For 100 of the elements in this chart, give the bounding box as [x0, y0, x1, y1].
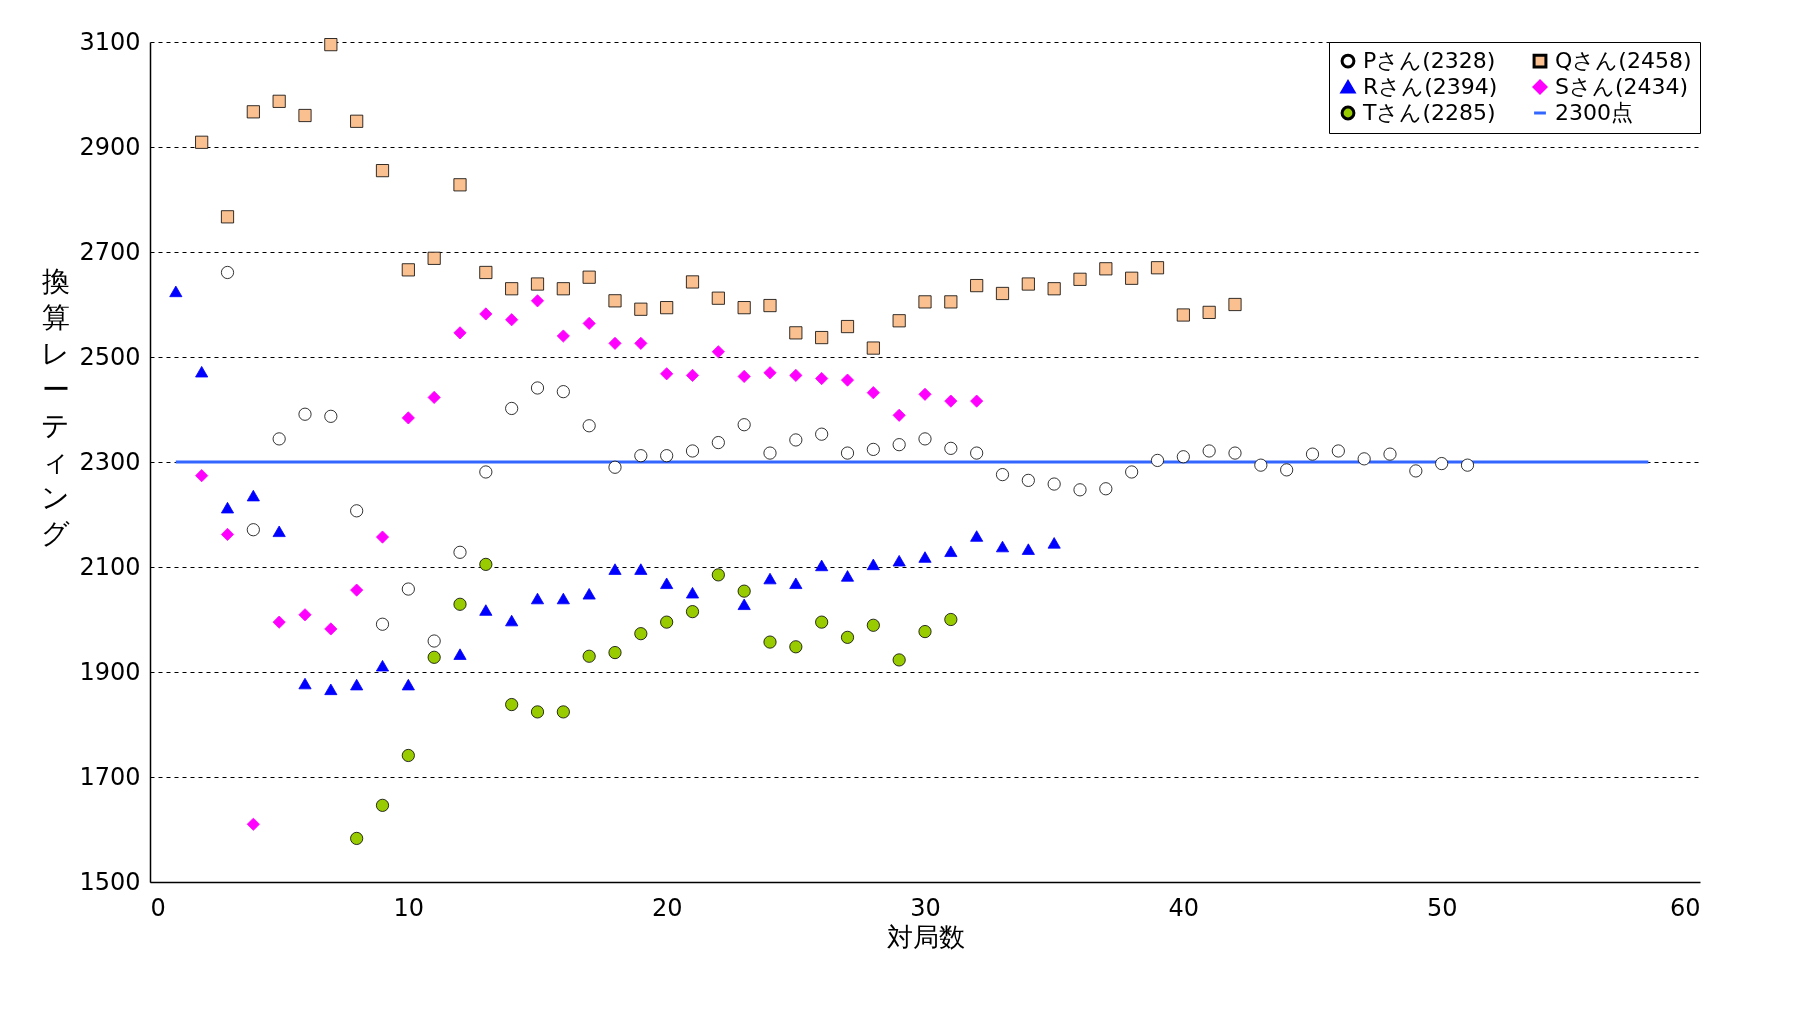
legend-label: Sさん(2434) — [1555, 74, 1689, 99]
point — [866, 341, 880, 355]
point — [324, 38, 338, 52]
point — [763, 366, 777, 380]
x-tick-label: 60 — [1669, 893, 1701, 922]
point — [763, 572, 777, 585]
point — [634, 302, 648, 316]
point — [944, 394, 958, 408]
point — [401, 411, 415, 425]
point — [479, 604, 493, 616]
point — [1150, 453, 1165, 467]
point — [505, 282, 519, 296]
point — [505, 614, 519, 627]
point — [866, 618, 880, 632]
point — [427, 650, 441, 664]
point — [350, 114, 364, 128]
point — [970, 530, 984, 542]
point — [608, 460, 622, 474]
point — [1202, 444, 1216, 458]
point — [789, 640, 803, 654]
point — [1228, 446, 1242, 460]
point — [711, 436, 725, 450]
point — [608, 294, 622, 308]
point — [711, 345, 725, 359]
point — [1409, 464, 1423, 478]
point — [479, 265, 493, 279]
point — [944, 441, 958, 455]
x-tick-label: 30 — [910, 893, 941, 922]
point — [453, 178, 467, 192]
point — [608, 336, 622, 350]
x-tick-label: 10 — [393, 893, 425, 922]
point — [401, 678, 415, 691]
point — [918, 387, 932, 401]
point — [169, 285, 183, 298]
point — [660, 577, 674, 589]
point — [195, 135, 209, 149]
point — [995, 540, 1010, 553]
point — [711, 568, 725, 582]
point — [840, 373, 855, 387]
point — [608, 646, 622, 660]
legend-label: 2300点 — [1555, 100, 1633, 125]
point — [789, 326, 803, 340]
point — [195, 469, 209, 483]
legend-label: Tさん(2285) — [1362, 100, 1496, 125]
point — [582, 419, 596, 433]
point — [892, 555, 906, 567]
point — [375, 798, 390, 812]
y-axis-title: 換算レーティング — [41, 264, 70, 550]
point — [582, 649, 596, 663]
point — [1099, 482, 1113, 496]
point — [246, 523, 260, 537]
point — [505, 313, 519, 327]
point — [789, 368, 803, 382]
point — [350, 583, 364, 597]
point — [556, 329, 570, 343]
point — [995, 468, 1010, 482]
point — [815, 559, 829, 572]
point — [246, 817, 260, 831]
point — [556, 282, 570, 296]
point — [427, 634, 441, 648]
point — [995, 286, 1010, 300]
point — [1228, 297, 1242, 312]
point — [634, 563, 648, 575]
point — [556, 705, 570, 719]
point — [789, 577, 803, 589]
point — [1357, 452, 1371, 466]
point — [1331, 444, 1345, 458]
point — [685, 605, 700, 619]
point — [272, 432, 286, 446]
point — [272, 615, 286, 629]
point — [711, 291, 725, 305]
point — [453, 326, 467, 340]
point — [350, 504, 364, 518]
point — [918, 551, 932, 563]
point — [530, 277, 545, 291]
legend-label: Qさん(2458) — [1555, 48, 1692, 74]
point — [298, 407, 312, 421]
point — [892, 408, 906, 422]
point — [840, 630, 855, 644]
point — [944, 295, 958, 309]
point — [530, 592, 545, 605]
point — [737, 584, 751, 598]
point — [892, 438, 906, 452]
point — [840, 570, 855, 582]
point — [815, 427, 829, 441]
point — [427, 251, 441, 265]
point — [479, 307, 493, 321]
point — [453, 648, 467, 660]
point — [375, 530, 390, 544]
point — [324, 622, 338, 636]
point — [1202, 305, 1216, 319]
point — [324, 683, 338, 696]
point — [634, 627, 648, 641]
point — [970, 394, 984, 408]
point — [737, 301, 751, 315]
y-tick-label: 2100 — [79, 552, 141, 581]
point — [866, 386, 880, 400]
point — [1073, 272, 1087, 286]
point — [401, 748, 415, 762]
point — [608, 563, 622, 575]
